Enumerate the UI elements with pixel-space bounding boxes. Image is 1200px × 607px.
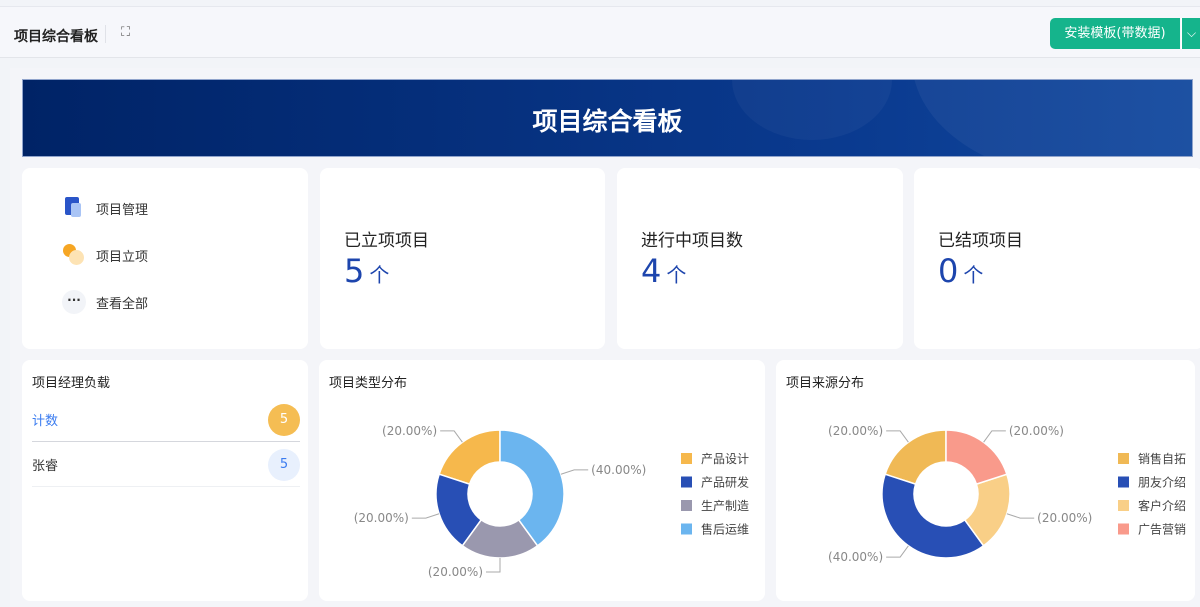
install-template-button[interactable]: 安装模板(带数据) — [1050, 18, 1180, 49]
legend-swatch[interactable] — [681, 523, 692, 535]
label-leader-line — [1006, 513, 1035, 519]
legend-swatch[interactable] — [1118, 523, 1129, 535]
nav-item-project-management[interactable]: 项目管理 — [62, 196, 148, 220]
slice-label: (20.00%) — [354, 511, 409, 525]
banner: 项目综合看板 — [22, 79, 1193, 157]
type-donut-chart: (20.00%) 产品设计 (20.00%) 产品研发 (20.00%) 生产制造 (40.… — [354, 424, 749, 579]
slice-label: (40.00%) — [828, 550, 883, 564]
legend-label[interactable]: 生产制造 — [701, 499, 749, 513]
manager-load-card: 项目经理负载 计数 5 张睿 5 — [22, 360, 308, 601]
label-leader-line — [886, 545, 909, 558]
label-leader-line — [486, 558, 501, 573]
donut-slice[interactable] — [881, 473, 985, 559]
chevron-down-icon[interactable]: ⌵ — [1181, 18, 1200, 49]
banner-title: 项目综合看板 — [532, 107, 683, 136]
slice-label: (20.00%) — [382, 424, 437, 438]
donut-slice[interactable] — [499, 429, 565, 547]
source-donut-chart: (20.00%) 销售自拓 (40.00%) 朋友介绍 (20.00%) 客户介绍 (20.… — [828, 424, 1186, 564]
source-distribution-card: 项目来源分布 (20.00%) 销售自拓 (40.00%) 朋友介绍 (20.00%) 客… — [776, 360, 1195, 601]
slice-label: (40.00%) — [591, 463, 646, 477]
legend-label[interactable]: 售后运维 — [701, 522, 749, 537]
legend-label[interactable]: 销售自拓 — [1138, 451, 1186, 466]
type-distribution-card: 项目类型分布 (20.00%) 产品设计 (20.00%) 产品研发 (20.00%) 生… — [319, 360, 765, 601]
legend-label[interactable]: 广告营销 — [1138, 523, 1186, 537]
donut-slice[interactable] — [438, 429, 501, 486]
circles-icon — [62, 243, 86, 267]
count-header-row: 计数 5 — [32, 398, 300, 442]
divider — [105, 25, 106, 43]
count-badge: 5 — [268, 448, 300, 481]
legend-swatch[interactable] — [681, 476, 692, 488]
donut-slice[interactable] — [884, 429, 947, 486]
legend-swatch[interactable] — [1118, 500, 1129, 511]
quick-nav-card: 项目管理 项目立项 ··· 查看全部 — [22, 168, 308, 349]
manager-row[interactable]: 张睿 5 — [32, 443, 300, 487]
slice-label: (20.00%) — [1009, 424, 1064, 438]
label-leader-line — [440, 430, 463, 443]
legend-swatch[interactable] — [681, 453, 692, 464]
count-badge: 5 — [268, 403, 300, 436]
nav-item-view-all[interactable]: ··· 查看全部 — [62, 290, 148, 314]
document-flag-icon — [62, 196, 86, 220]
slice-label: (20.00%) — [828, 424, 883, 438]
page-title: 项目综合看板 — [14, 29, 98, 45]
fullscreen-icon[interactable]: ⛶ — [121, 25, 131, 40]
legend-label[interactable]: 朋友介绍 — [1138, 476, 1186, 490]
legend-swatch[interactable] — [1118, 453, 1129, 464]
label-leader-line — [411, 513, 440, 519]
top-bar: 项目综合看板 ⛶ 安装模板(带数据) ⌵ — [0, 6, 1200, 58]
legend-label[interactable]: 产品设计 — [701, 452, 749, 466]
legend-swatch[interactable] — [681, 500, 692, 511]
nav-item-project-initiation[interactable]: 项目立项 — [62, 243, 148, 267]
slice-label: (20.00%) — [1037, 511, 1092, 525]
label-leader-line — [886, 430, 909, 443]
donut-slice[interactable] — [945, 429, 1008, 486]
label-leader-line — [560, 469, 589, 475]
label-leader-line — [983, 430, 1006, 443]
legend-swatch[interactable] — [1118, 476, 1129, 488]
slice-label: (20.00%) — [428, 565, 483, 579]
legend-label[interactable]: 客户介绍 — [1138, 498, 1186, 513]
legend-label[interactable]: 产品研发 — [701, 475, 749, 490]
more-icon: ··· — [62, 290, 86, 314]
